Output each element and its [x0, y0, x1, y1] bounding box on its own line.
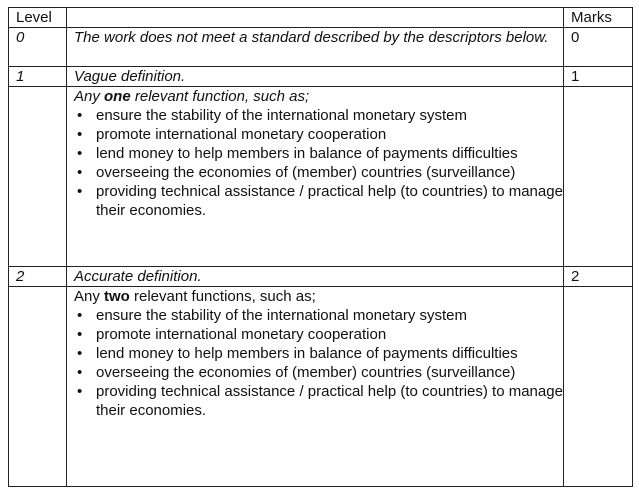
list-item-text: ensure the stability of the internationa… — [96, 107, 468, 124]
level-1-detail-marks-cell — [563, 86, 633, 267]
header-row: Level Marks — [8, 7, 633, 28]
list-item-text: lend money to help members in balance of… — [96, 345, 518, 362]
list-item: • providing technical assistance / practi… — [74, 182, 563, 220]
list-item-text: providing technical assistance / practic… — [96, 183, 563, 219]
list-item-text: overseeing the economies of (member) cou… — [96, 164, 516, 181]
list-item: • ensure the stability of the internation… — [74, 106, 563, 125]
bullet-icon: • — [77, 107, 83, 124]
bullet-icon: • — [77, 145, 83, 162]
level-2-marks: 2 — [563, 266, 633, 287]
level-1-intro: Any one relevant function, such as; — [74, 87, 563, 106]
level-1-descriptor: Vague definition. — [66, 66, 564, 87]
bullet-icon: • — [77, 383, 83, 400]
level-2-intro-suffix: relevant functions, such as; — [129, 288, 316, 305]
bullet-icon: • — [77, 126, 83, 143]
bullet-icon: • — [77, 183, 83, 200]
level-1-intro-suffix: relevant function, such as; — [130, 88, 310, 105]
level-1-detail-cell: Any one relevant function, such as; • ens… — [66, 86, 564, 267]
markscheme-table: Level Marks 0 The work does not meet a s… — [8, 7, 633, 487]
level-1-marks: 1 — [563, 66, 633, 87]
level-2-intro: Any two relevant functions, such as; — [74, 287, 563, 306]
level-2-detail-marks-cell — [563, 286, 633, 487]
level-2-detail-level-cell — [8, 286, 67, 487]
level-2-detail-cell: Any two relevant functions, such as; • en… — [66, 286, 564, 487]
level-2-detail-row: Any two relevant functions, such as; • en… — [8, 286, 633, 487]
list-item: • overseeing the economies of (member) co… — [74, 363, 563, 382]
list-item-text: promote international monetary cooperati… — [96, 326, 387, 343]
level-1-intro-prefix: Any — [74, 88, 105, 105]
list-item: • providing technical assistance / practi… — [74, 382, 563, 420]
list-item: • lend money to help members in balance o… — [74, 144, 563, 163]
bullet-icon: • — [77, 345, 83, 362]
bullet-icon: • — [77, 164, 83, 181]
level-0-row: 0 The work does not meet a standard desc… — [8, 27, 633, 67]
level-1-row: 1 Vague definition. 1 — [8, 66, 633, 87]
level-2-intro-bold: two — [104, 288, 130, 305]
bullet-icon: • — [77, 364, 83, 381]
list-item: • promote international monetary cooperat… — [74, 125, 563, 144]
level-1-intro-bold: one — [104, 88, 131, 105]
level-0-value: 0 — [8, 27, 67, 67]
level-2-descriptor: Accurate definition. — [66, 266, 564, 287]
list-item-text: overseeing the economies of (member) cou… — [96, 364, 516, 381]
bullet-icon: • — [77, 307, 83, 324]
level-2-intro-prefix: Any — [74, 288, 105, 305]
list-item: • overseeing the economies of (member) co… — [74, 163, 563, 182]
level-0-descriptor: The work does not meet a standard descri… — [66, 27, 564, 67]
list-item: • lend money to help members in balance o… — [74, 344, 563, 363]
level-header: Level — [8, 7, 67, 28]
list-item: • promote international monetary cooperat… — [74, 325, 563, 344]
level-1-value: 1 — [8, 66, 67, 87]
list-item-text: lend money to help members in balance of… — [96, 145, 518, 162]
level-1-detail-level-cell — [8, 86, 67, 267]
list-item-text: providing technical assistance / practic… — [96, 383, 563, 419]
marks-header: Marks — [563, 7, 633, 28]
descriptor-header — [66, 7, 564, 28]
level-2-value: 2 — [8, 266, 67, 287]
level-1-function-list: • ensure the stability of the internation… — [74, 106, 563, 220]
level-0-marks: 0 — [563, 27, 633, 67]
list-item: • ensure the stability of the internation… — [74, 306, 563, 325]
list-item-text: promote international monetary cooperati… — [96, 126, 387, 143]
bullet-icon: • — [77, 326, 83, 343]
level-2-function-list: • ensure the stability of the internation… — [74, 306, 563, 420]
list-item-text: ensure the stability of the internationa… — [96, 307, 468, 324]
level-2-row: 2 Accurate definition. 2 — [8, 266, 633, 287]
level-1-detail-row: Any one relevant function, such as; • ens… — [8, 86, 633, 267]
